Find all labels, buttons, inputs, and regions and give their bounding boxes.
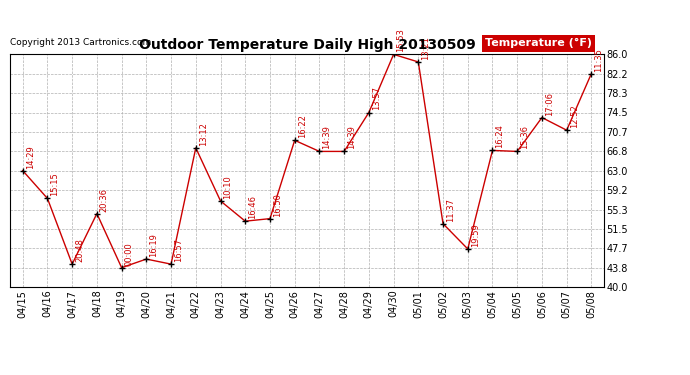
Text: 15:53: 15:53 xyxy=(397,28,406,53)
Text: 15:15: 15:15 xyxy=(50,172,59,196)
Text: 00:00: 00:00 xyxy=(125,242,134,266)
Text: 16:19: 16:19 xyxy=(149,233,158,257)
Text: Temperature (°F): Temperature (°F) xyxy=(485,38,592,48)
Text: 11:35: 11:35 xyxy=(594,48,603,72)
Text: 16:22: 16:22 xyxy=(297,114,306,138)
Text: 16:50: 16:50 xyxy=(273,193,282,217)
Text: 14:39: 14:39 xyxy=(347,126,356,149)
Text: 11:37: 11:37 xyxy=(446,198,455,222)
Text: 20:48: 20:48 xyxy=(75,238,84,262)
Text: 16:46: 16:46 xyxy=(248,195,257,219)
Text: 16:57: 16:57 xyxy=(174,238,183,262)
Text: 17:06: 17:06 xyxy=(545,92,554,116)
Text: 14:39: 14:39 xyxy=(322,126,331,149)
Title: Outdoor Temperature Daily High 20130509: Outdoor Temperature Daily High 20130509 xyxy=(139,38,475,52)
Text: 13:12: 13:12 xyxy=(199,122,208,146)
Text: 13:21: 13:21 xyxy=(422,36,431,60)
Text: 14:29: 14:29 xyxy=(26,145,34,169)
Text: 16:24: 16:24 xyxy=(495,124,504,148)
Text: 13:57: 13:57 xyxy=(372,87,381,111)
Text: Copyright 2013 Cartronics.com: Copyright 2013 Cartronics.com xyxy=(10,38,152,47)
Text: 19:59: 19:59 xyxy=(471,223,480,247)
Text: 15:36: 15:36 xyxy=(520,125,529,149)
Text: 12:52: 12:52 xyxy=(570,104,579,128)
Text: 20:36: 20:36 xyxy=(100,188,109,211)
Text: 10:10: 10:10 xyxy=(224,175,233,199)
